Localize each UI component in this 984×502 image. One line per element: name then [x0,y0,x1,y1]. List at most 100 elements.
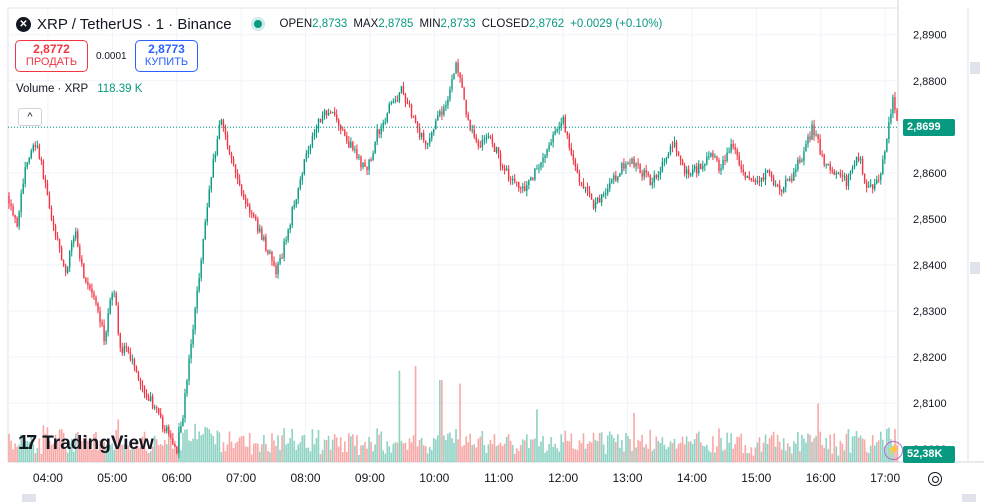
volume-bar [34,453,37,462]
volume-bar [732,448,734,462]
ohlc-key: MAX [353,18,379,30]
volume-bar [26,440,29,462]
candle-body [89,284,91,289]
x-tick-label: 13:00 [613,471,643,485]
collapse-legend-button[interactable]: ^ [18,108,42,126]
candle-body [598,197,601,203]
lightning-icon[interactable]: ⚡ [884,441,903,460]
volume-bar [390,452,393,462]
candle-body [635,163,637,167]
y-tick-label: 2,8100 [913,398,947,410]
candle-body [758,180,761,182]
candle-body [236,173,239,180]
volume-bar [190,441,192,462]
market-status-icon [253,20,262,28]
candle-body [28,157,30,163]
volume-bar [540,441,542,462]
volume-bar [210,433,213,462]
candle-body [410,104,413,117]
candle-body [26,162,28,168]
symbol-title[interactable]: XRP / TetherUS · 1 · Binance [37,15,232,33]
candle-body [594,202,597,209]
volume-bar [218,432,221,462]
candle-body [807,136,809,144]
volume-bar [817,403,819,462]
candle-body [724,160,726,162]
volume-bar [786,443,789,462]
volume-bar [841,443,844,462]
candle-body [667,153,670,158]
volume-bar [833,433,836,462]
tradingview-wordmark: TradingView [42,432,154,454]
volume-bar [784,450,787,462]
candle-body [22,183,24,194]
volume-bar [538,446,540,462]
candle-body [135,366,138,373]
volume-bar [333,434,336,462]
scroll-right-handle[interactable] [962,494,976,502]
volume-bar [598,432,601,462]
candle-body [319,119,322,122]
candle-body [754,180,757,182]
volume-bar [633,412,635,462]
scale-handle-lower[interactable] [970,262,980,274]
candle-body [289,225,291,230]
candle-body [66,267,69,273]
scroll-left-handle[interactable] [22,494,36,502]
candle-body [77,231,79,247]
candle-body [615,175,617,181]
volume-bar [123,444,126,462]
candle-body [93,293,95,298]
volume-bar [422,445,425,462]
candle-body [681,160,684,166]
volume-bar [299,442,302,462]
buy-button[interactable]: 2,8773 КУПИТЬ [135,40,198,72]
volume-bar [155,439,158,462]
sell-button[interactable]: 2,8772 ПРОДАТЬ [15,40,88,72]
volume-bar [457,439,459,462]
volume-bar [734,444,736,462]
volume-bar [701,445,704,462]
volume-bar [230,441,233,462]
candle-body [174,444,176,447]
candle-body [99,311,101,323]
volume-bar [469,433,472,462]
candle-body [683,165,686,174]
candle-body [157,408,160,414]
volume-bar [730,433,732,462]
candle-body [392,101,395,103]
candle-body [734,147,736,150]
gear-icon[interactable] [928,472,942,486]
candle-body [876,179,878,184]
volume-bar [685,436,688,462]
volume-bar [437,435,439,462]
volume-bar [600,432,603,462]
candle-body [536,168,538,170]
candle-body [52,219,55,226]
volume-bar [54,434,57,462]
volume-bar [592,432,595,462]
volume-bar [827,449,830,462]
candle-body [342,129,344,131]
candle-body [550,142,552,146]
scale-handle[interactable] [970,62,980,74]
volume-bar [242,435,245,462]
volume-bar [706,444,708,462]
volume-bar [8,433,10,462]
volume-bar [204,426,207,462]
candle-body [540,162,542,168]
candle-body [671,146,674,148]
tradingview-logo[interactable]: 17 TradingView [18,432,154,455]
volume-bar [503,443,506,462]
candle-body [275,265,277,275]
volume-legend[interactable]: Volume · XRP 118.39 K [16,83,142,95]
candle-body [516,181,518,183]
candle-body [665,157,668,162]
volume-bar [754,447,757,462]
candle-body [117,305,119,334]
candle-body [801,160,803,163]
volume-bar [449,432,451,462]
candle-body [141,384,144,387]
candle-body [783,187,785,192]
